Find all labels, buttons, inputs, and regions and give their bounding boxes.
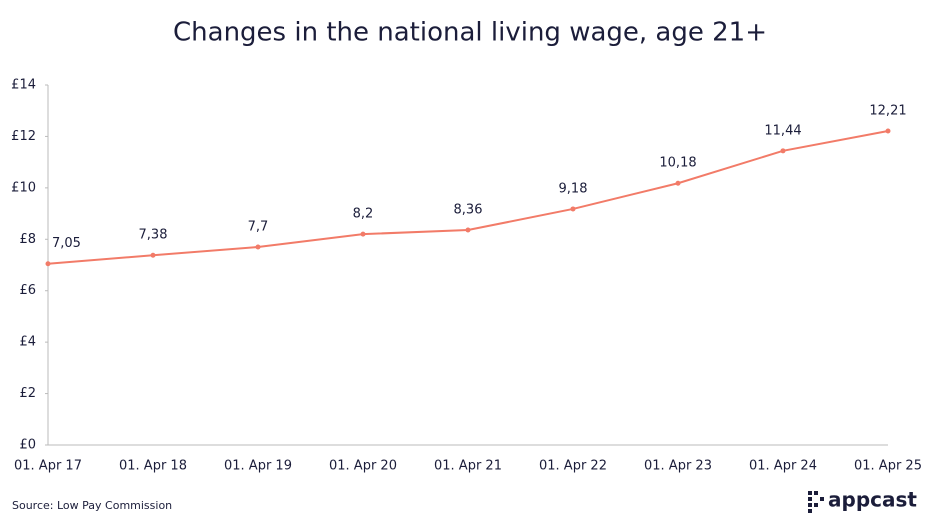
value-label: 8,2 — [353, 207, 374, 222]
y-tick-label: £2 — [19, 386, 36, 401]
x-tick-label: 01. Apr 20 — [329, 459, 397, 474]
x-tick-label: 01. Apr 23 — [644, 459, 712, 474]
line — [47, 130, 889, 265]
chart-title: Changes in the national living wage, age… — [173, 18, 767, 48]
value-label: 10,18 — [659, 156, 696, 171]
point — [360, 231, 366, 237]
value-label: 11,44 — [764, 123, 801, 138]
y-tick-label: £6 — [19, 283, 36, 298]
value-label: 8,36 — [454, 203, 483, 218]
y-tick-label: £8 — [19, 232, 36, 247]
value-label: 12,21 — [869, 104, 906, 119]
point — [465, 227, 471, 233]
x-tick-label: 01. Apr 24 — [749, 459, 817, 474]
point — [675, 180, 681, 186]
x-tick-label: 01. Apr 18 — [119, 459, 187, 474]
y-tick-label: £10 — [11, 180, 36, 195]
y-tick-label: £0 — [19, 438, 36, 453]
point — [255, 244, 261, 250]
point — [570, 206, 576, 212]
value-label: 7,7 — [248, 220, 269, 235]
logo-text: appcast — [828, 488, 917, 512]
source-note: Source: Low Pay Commission — [12, 499, 172, 512]
value-label: 7,05 — [52, 236, 81, 251]
point — [885, 128, 891, 134]
x-tick-label: 01. Apr 21 — [434, 459, 502, 474]
x-tick-label: 01. Apr 22 — [539, 459, 607, 474]
point — [150, 252, 156, 258]
x-tick-label: 01. Apr 25 — [854, 459, 922, 474]
y-tick-label: £12 — [11, 129, 36, 144]
x-tick-label: 01. Apr 19 — [224, 459, 292, 474]
y-tick-label: £14 — [11, 78, 36, 93]
y-tick-label: £4 — [19, 335, 36, 350]
point — [780, 148, 786, 154]
value-label: 7,38 — [139, 228, 168, 243]
value-label: 9,18 — [559, 181, 588, 196]
logo-icon — [808, 491, 824, 513]
x-tick-label: 01. Apr 17 — [14, 459, 82, 474]
point — [45, 261, 51, 267]
